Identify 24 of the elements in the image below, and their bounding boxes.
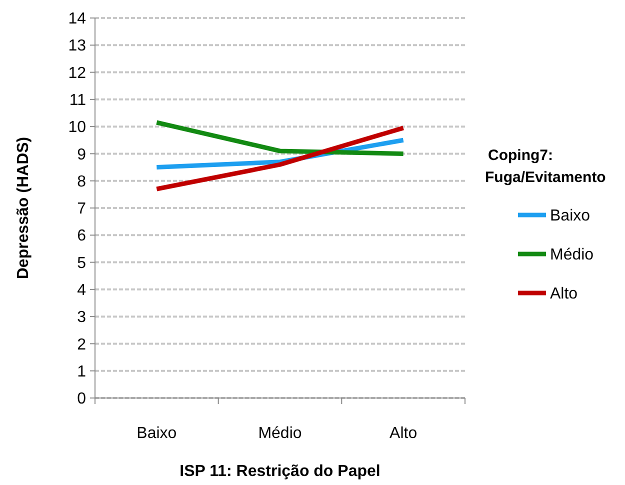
y-axis-title: Depressão (HADS) (15, 136, 32, 280)
y-tick-label: 2 (77, 336, 86, 354)
y-tick-label: 9 (77, 146, 86, 164)
y-tick-label: 4 (77, 282, 86, 300)
x-tick-label: Médio (258, 425, 302, 442)
legend-label: Alto (550, 286, 578, 303)
legend-label: Médio (550, 246, 594, 264)
y-tick-label: 10 (68, 119, 86, 136)
y-tick-label: 13 (68, 38, 86, 55)
y-tick-label: 14 (68, 10, 86, 28)
y-tick-label: 5 (77, 254, 86, 272)
legend-label: Baixo (550, 208, 590, 225)
y-tick-label: 7 (77, 200, 86, 218)
y-tick-label: 0 (77, 390, 86, 408)
x-axis-title: ISP 11: Restrição do Papel (180, 463, 380, 480)
y-tick-label: 1 (77, 363, 86, 380)
y-tick-label: 6 (77, 228, 86, 245)
y-tick-label: 8 (77, 173, 86, 190)
y-tick-label: 12 (68, 64, 86, 82)
x-tick-label: Baixo (136, 425, 177, 442)
y-tick-label: 11 (69, 92, 86, 110)
legend-title: Coping7: Fuga/Evitamento (485, 147, 606, 186)
x-tick-label: Alto (390, 425, 418, 442)
y-tick-label: 3 (77, 309, 86, 326)
